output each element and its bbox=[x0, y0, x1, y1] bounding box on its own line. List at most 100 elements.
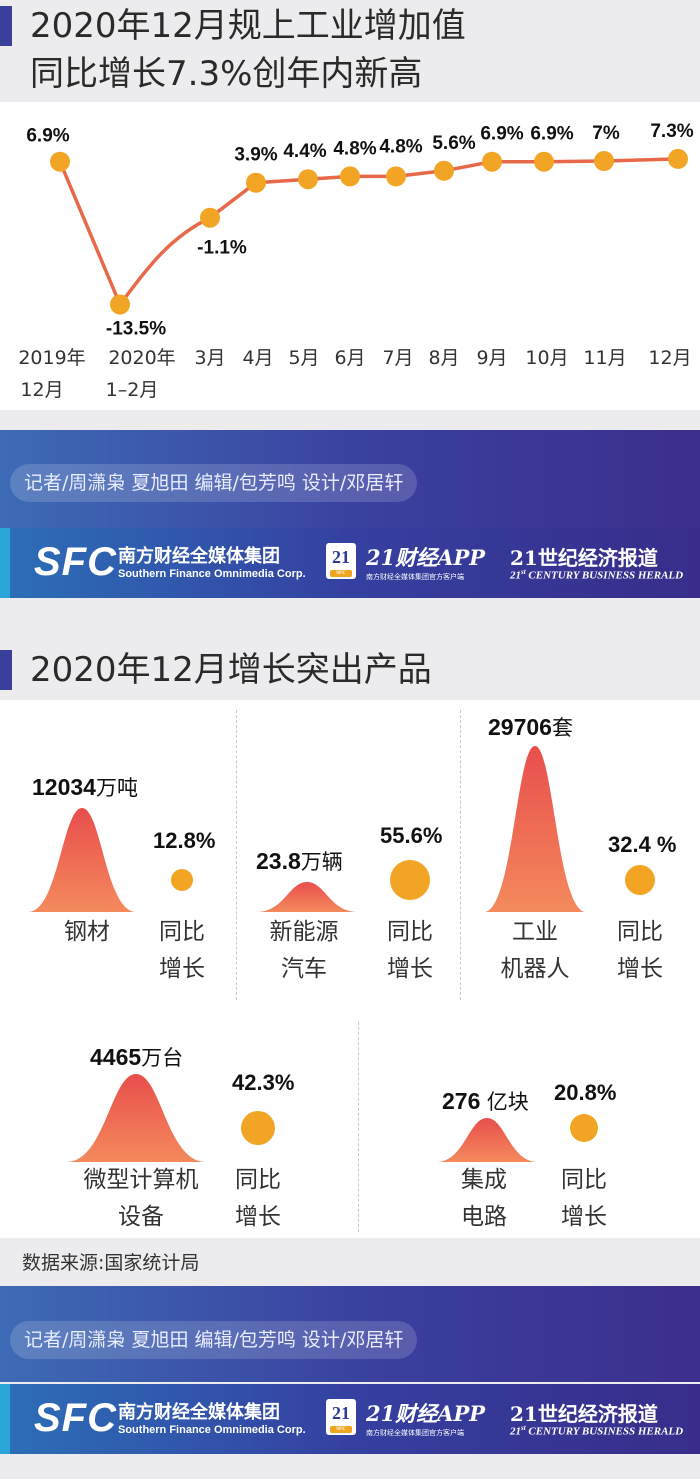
x-tick-label: 10月 bbox=[525, 347, 568, 369]
x-tick-label-line2: 12月 bbox=[20, 379, 63, 401]
product-yoy-percent: 20.8% bbox=[554, 1080, 617, 1105]
herald-name-en: 21st CENTURY BUSINESS HERALD bbox=[510, 1424, 683, 1438]
series-line bbox=[58, 157, 679, 307]
herald-name-cn: 21世纪经济报道 bbox=[510, 1402, 658, 1426]
product-yoy-percent: 32.4 % bbox=[608, 832, 677, 857]
line-chart: 6.9%-13.5%-1.1%3.9% 4.4% 4.8% 4.8% 5.6% 6.9% 6… bbox=[18, 121, 693, 401]
yoy-dot bbox=[241, 1111, 275, 1145]
product-yoy-percent: 55.6% bbox=[380, 823, 443, 848]
x-tick-label: 8月 bbox=[428, 347, 459, 369]
data-label: -1.1% bbox=[197, 238, 247, 259]
herald-en: CENTURY BUSINESS HERALD bbox=[525, 1425, 684, 1438]
yoy-label: 同比 增长 bbox=[235, 1167, 281, 1230]
sfc-name-en: Southern Finance Omnimedia Corp. bbox=[118, 1424, 306, 1436]
product-name: 新能源 汽车 bbox=[269, 919, 339, 982]
app-badge-num: 21 bbox=[332, 547, 350, 567]
data-point bbox=[246, 172, 266, 193]
x-tick-label: 6月 bbox=[334, 347, 365, 369]
credits-pill-2: 记者/周潇枭 夏旭田 编辑/包芳鸣 设计/邓居轩 bbox=[10, 1321, 418, 1359]
divider bbox=[460, 710, 461, 1000]
products-title: 2020年12月增长突出产品 bbox=[30, 650, 432, 690]
sfc-name-en: Southern Finance Omnimedia Corp. bbox=[118, 568, 306, 580]
credits-band-2: 记者/周潇枭 夏旭田 编辑/包芳鸣 设计/邓居轩 bbox=[0, 1286, 700, 1382]
data-label: -13.5% bbox=[106, 319, 166, 340]
herald-en-pre: 21 bbox=[510, 1425, 521, 1438]
app-badge-sub: SFC bbox=[330, 570, 352, 577]
divider bbox=[236, 710, 237, 1000]
yoy-dot bbox=[390, 860, 430, 900]
x-tick-label: 2019年 bbox=[18, 347, 85, 369]
data-point bbox=[482, 151, 502, 172]
app-sub: 南方财经全媒体集团官方客户端 bbox=[366, 573, 464, 581]
app-badge-num: 21 bbox=[332, 1403, 350, 1423]
chart-title-line1: 2020年12月规上工业增加值 bbox=[30, 6, 466, 46]
x-tick-label: 5月 bbox=[288, 347, 319, 369]
product-name: 微型计算机 设备 bbox=[83, 1167, 199, 1230]
sfc-logo: SFC bbox=[34, 540, 117, 584]
sfc-name-cn: 南方财经全媒体集团 bbox=[118, 546, 280, 567]
product-quantity: 29706套 bbox=[488, 714, 573, 740]
data-point bbox=[668, 148, 688, 169]
brand-accent bbox=[0, 528, 10, 598]
product-yoy-percent: 42.3% bbox=[232, 1070, 295, 1095]
product-name: 工业 机器人 bbox=[500, 919, 570, 982]
data-label: 4.8% bbox=[333, 138, 376, 159]
divider bbox=[358, 1022, 359, 1232]
data-source: 数据来源:国家统计局 bbox=[22, 1252, 200, 1274]
herald-en-sup: st bbox=[521, 1424, 526, 1432]
bell-shape-robot bbox=[484, 746, 586, 912]
data-point bbox=[386, 166, 406, 187]
data-point bbox=[200, 207, 220, 228]
data-label: 6.9% bbox=[530, 124, 573, 145]
app-name: 21财经APP bbox=[366, 1401, 486, 1426]
yoy-label: 同比 增长 bbox=[617, 919, 663, 982]
brand-strip: SFC 南方财经全媒体集团 Southern Finance Omnimedia… bbox=[0, 528, 700, 598]
bell-fill bbox=[66, 1074, 206, 1162]
bell-shape-steel bbox=[28, 808, 136, 912]
yoy-label: 同比 增长 bbox=[561, 1167, 607, 1230]
data-label: 3.9% bbox=[234, 145, 277, 166]
credits-pill: 记者/周潇枭 夏旭田 编辑/包芳鸣 设计/邓居轩 bbox=[10, 464, 418, 502]
data-point bbox=[434, 160, 454, 181]
credits-band: 记者/周潇枭 夏旭田 编辑/包芳鸣 设计/邓居轩 bbox=[0, 430, 700, 528]
product-quantity: 276 亿块 bbox=[442, 1088, 529, 1114]
data-label: 7.3% bbox=[650, 121, 693, 142]
x-tick-label: 3月 bbox=[194, 347, 225, 369]
data-point bbox=[594, 151, 614, 171]
app-sub: 南方财经全媒体集团官方客户端 bbox=[366, 1429, 464, 1437]
x-tick-label: 9月 bbox=[476, 347, 507, 369]
bell-fill bbox=[28, 808, 136, 912]
bell-shape-computer bbox=[66, 1074, 206, 1162]
x-tick-label: 2020年 bbox=[108, 347, 175, 369]
app-badge: 21 SFC bbox=[326, 543, 356, 579]
title-accent-bar-2 bbox=[0, 650, 12, 690]
herald-name-cn: 21世纪经济报道 bbox=[510, 546, 658, 570]
product-quantity: 12034万吨 bbox=[32, 774, 138, 800]
data-label: 4.4% bbox=[283, 141, 326, 162]
product-name: 集成 电路 bbox=[461, 1167, 507, 1230]
yoy-label: 同比 增长 bbox=[387, 919, 433, 982]
yoy-label: 同比 增长 bbox=[159, 919, 205, 982]
chart-title-line2: 同比增长7.3%创年内新高 bbox=[30, 54, 423, 94]
data-label: 4.8% bbox=[379, 136, 422, 157]
line-chart-panel: 6.9% -13.5% -1.1% 3.9% 4.4% 4.8% 4.8% 5.6% 6.9% 6… bbox=[0, 102, 700, 410]
yoy-dot bbox=[625, 865, 655, 895]
x-tick-label: 4月 bbox=[242, 347, 273, 369]
herald-en: CENTURY BUSINESS HERALD bbox=[525, 569, 684, 582]
app-badge-sub: SFC bbox=[330, 1426, 352, 1433]
product-name: 钢材 bbox=[64, 919, 110, 945]
data-label: 6.9% bbox=[480, 124, 523, 145]
data-label: 7% bbox=[592, 123, 620, 144]
data-point bbox=[50, 151, 70, 172]
sfc-logo: SFC bbox=[34, 1396, 117, 1440]
yoy-dot bbox=[570, 1114, 598, 1142]
data-point bbox=[110, 294, 130, 315]
bell-fill bbox=[256, 882, 358, 912]
data-point bbox=[298, 169, 318, 190]
data-label: 6.9% bbox=[26, 126, 69, 147]
x-tick-label: 12月 bbox=[648, 347, 691, 369]
x-tick-label: 11月 bbox=[583, 347, 626, 369]
brand-accent bbox=[0, 1384, 10, 1454]
data-point bbox=[340, 166, 360, 187]
herald-en-sup: st bbox=[521, 568, 526, 576]
